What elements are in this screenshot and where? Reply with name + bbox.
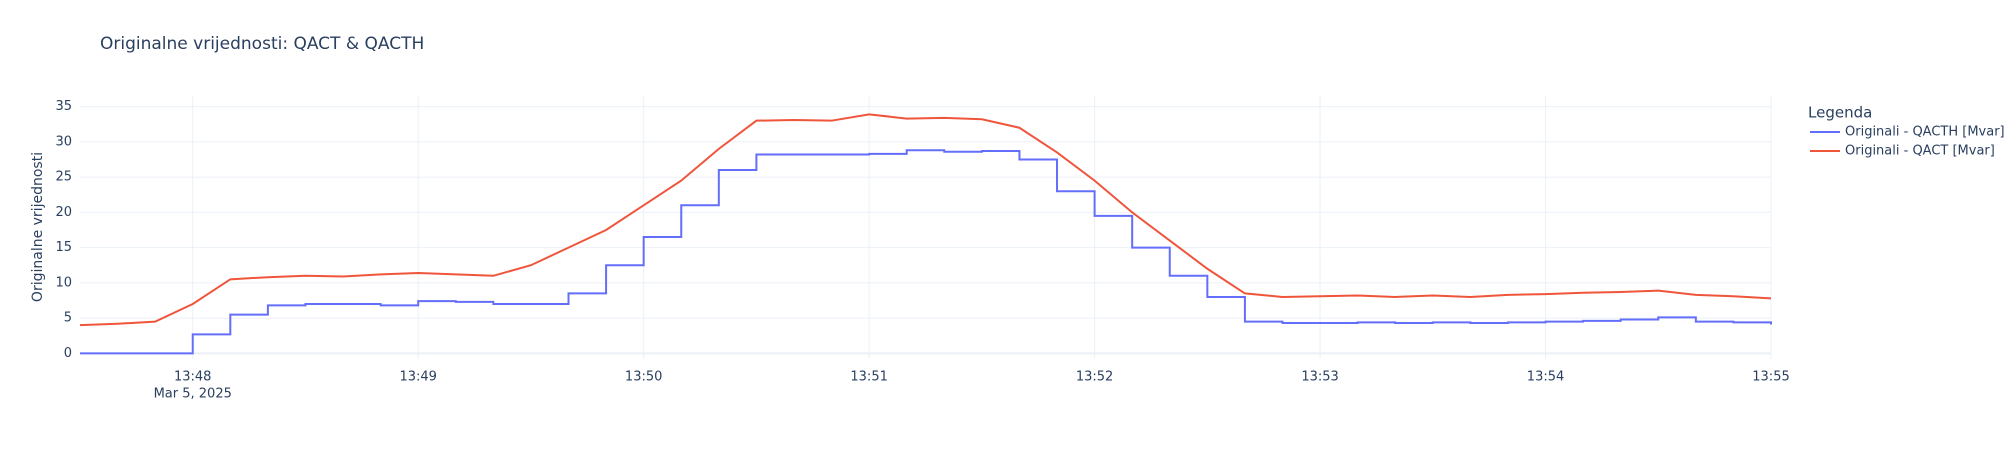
legend-label: Originali - QACTH [Mvar] [1845,125,2005,140]
x-tick-label: 13:51 [850,370,887,385]
y-tick-label: 30 [55,134,72,149]
chart-title: Originalne vrijednosti: QACT & QACTH [100,34,424,54]
series-line [79,113,1772,327]
series-line [80,149,1772,355]
y-axis-label: Originalne vrijednosti [30,152,46,302]
y-tick-label: 0 [64,346,72,361]
y-tick-label: 20 [55,205,72,220]
x-tick-label: 13:50 [625,370,662,385]
y-tick-label: 10 [55,275,72,290]
y-tick-label: 5 [64,311,72,326]
y-tick-label: 25 [55,170,72,185]
x-tick-label: 13:52 [1076,370,1113,385]
x-tick-label: 13:48 [174,370,211,385]
x-tick-label: 13:54 [1527,370,1564,385]
x-tick-date: Mar 5, 2025 [154,387,232,402]
y-tick-label: 35 [55,99,72,114]
x-tick-label: 13:55 [1752,370,1789,385]
x-tick-label: 13:49 [399,370,436,385]
y-tick-label: 15 [55,240,72,255]
legend-label: Originali - QACT [Mvar] [1845,144,1995,159]
x-tick-label: 13:53 [1301,370,1338,385]
legend-title: Legenda [1808,104,1872,122]
